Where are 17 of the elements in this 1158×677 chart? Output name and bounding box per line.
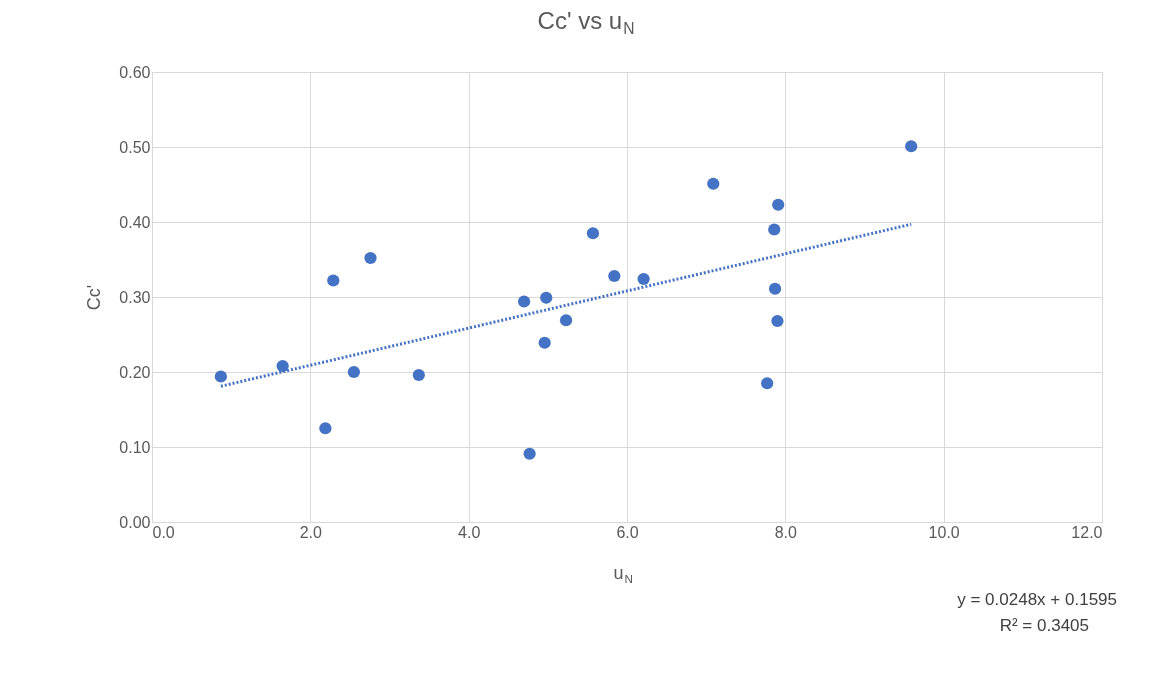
y-tick-label: 0.10	[119, 438, 151, 456]
x-tick-label: 8.0	[774, 523, 798, 541]
text: y = 0.0248x + 0.1595	[957, 590, 1117, 609]
y-tick-label: 0.60	[119, 63, 151, 81]
x-tick-label: 0.0	[152, 523, 175, 541]
y-tick-label: 0.20	[119, 363, 151, 381]
x-tick-label: 6.0	[616, 523, 639, 541]
x-tick-label: 4.0	[458, 523, 481, 541]
y-axis-title: Cc'	[84, 284, 105, 311]
x-tick-label: 12.0	[1071, 523, 1103, 541]
text: R² = 0.3405	[999, 616, 1089, 635]
y-tick-label: 0.50	[119, 138, 151, 156]
x-tick-label: 2.0	[299, 523, 323, 541]
x-tick-label: 10.0	[928, 523, 960, 541]
y-tick-label: 0.00	[119, 513, 151, 531]
y-tick-label: 0.30	[119, 288, 151, 306]
y-tick-label: 0.40	[119, 213, 151, 231]
